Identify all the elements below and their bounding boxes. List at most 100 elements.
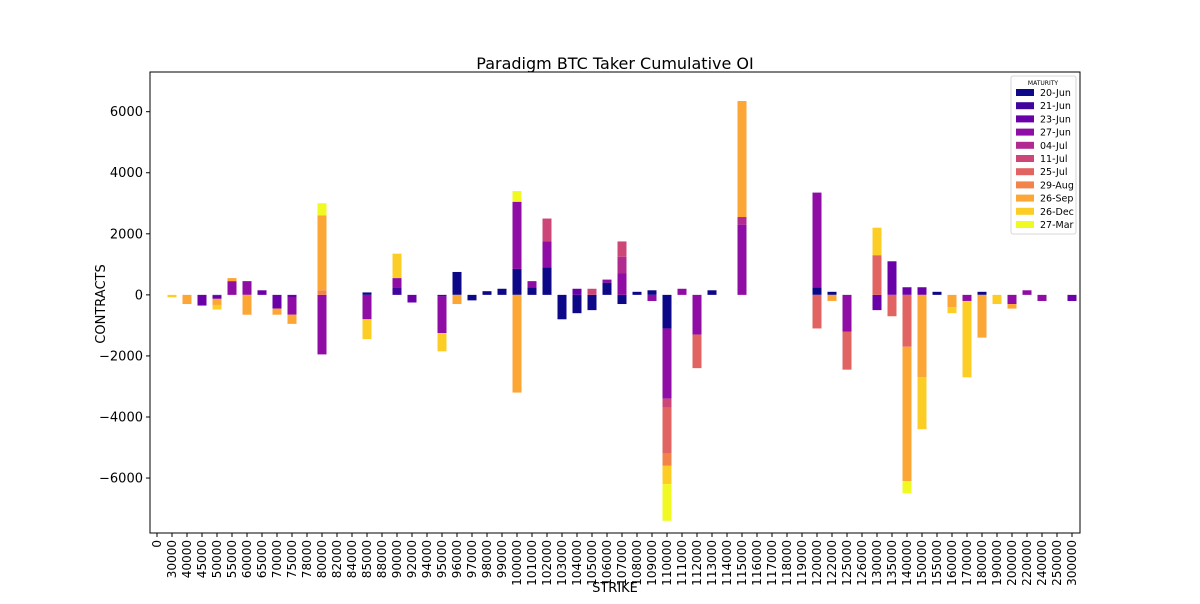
bar-segment: [407, 294, 417, 303]
bar-segment: [992, 294, 1002, 305]
legend-label: 27-Jun: [1040, 128, 1071, 139]
bar-segment: [962, 294, 972, 301]
bar-segment: [842, 331, 852, 370]
y-tick-label: −4000: [99, 410, 143, 425]
legend-label: 23-Jun: [1040, 114, 1071, 125]
bar-segment: [737, 217, 747, 225]
x-tick-label: 50000: [210, 540, 224, 578]
x-tick-label: 92000: [405, 540, 419, 578]
legend-label: 04-Jul: [1040, 141, 1068, 152]
x-tick-label: 112000: [690, 540, 704, 586]
bars-layer: [167, 101, 1077, 521]
bar-segment: [212, 294, 222, 296]
bar-segment: [287, 314, 297, 324]
y-tick-label: 4000: [110, 166, 143, 181]
x-tick-label: 119000: [795, 540, 809, 586]
x-tick-label: 111000: [675, 540, 689, 586]
x-tick-label: 94000: [420, 540, 434, 578]
legend-swatch: [1016, 221, 1034, 228]
bar-segment: [617, 256, 627, 274]
bar-segment: [362, 292, 372, 295]
bar-segment: [812, 192, 822, 288]
bar-segment: [662, 294, 672, 329]
x-tick-label: 88000: [375, 540, 389, 578]
x-tick-label: 102000: [540, 540, 554, 586]
x-tick-label: 122000: [825, 540, 839, 586]
bar-segment: [227, 278, 237, 282]
x-ticks-layer: 0 30000 40000 45000 50000 55000 60000 65000 7000…: [150, 533, 1079, 586]
x-tick-label: 155000: [930, 540, 944, 586]
x-tick-label: 75000: [285, 540, 299, 578]
bar-segment: [512, 201, 522, 269]
x-tick-label: 108000: [630, 540, 644, 586]
bar-segment: [527, 281, 537, 288]
x-tick-label: 240000: [1035, 540, 1049, 586]
x-tick-label: 300000: [1065, 540, 1079, 586]
bar-segment: [617, 241, 627, 257]
x-tick-label: 80000: [315, 540, 329, 578]
bar-segment: [917, 377, 927, 430]
y-axis-label: CONTRACTS: [94, 264, 109, 343]
y-tick-label: 2000: [110, 227, 143, 242]
y-tick-label: −6000: [99, 472, 143, 487]
bar-segment: [947, 294, 957, 308]
legend-swatch: [1016, 128, 1034, 136]
bar-segment: [452, 294, 462, 305]
x-tick-label: 70000: [270, 540, 284, 578]
x-tick-label: 55000: [225, 540, 239, 578]
y-ticks-layer: −6000 −4000 −2000 0 2000 4000 6000: [99, 105, 150, 487]
bar-segment: [572, 288, 582, 295]
x-tick-label: 126000: [855, 540, 869, 586]
x-tick-label: 78000: [300, 540, 314, 578]
bar-segment: [812, 287, 822, 295]
bar-segment: [977, 291, 987, 295]
bar-segment: [512, 191, 522, 202]
legend-swatch: [1016, 115, 1034, 123]
bar-segment: [572, 294, 582, 314]
legend-swatch: [1016, 102, 1034, 110]
bar-segment: [317, 290, 327, 295]
bar-segment: [842, 294, 852, 332]
legend-label: 26-Sep: [1040, 194, 1073, 205]
x-tick-label: 98000: [480, 540, 494, 578]
x-tick-label: 45000: [195, 540, 209, 578]
bar-segment: [887, 261, 897, 295]
x-tick-label: 125000: [840, 540, 854, 586]
bar-segment: [602, 282, 612, 295]
x-tick-label: 115000: [735, 540, 749, 586]
bar-segment: [512, 268, 522, 295]
x-tick-label: 40000: [180, 540, 194, 578]
bar-segment: [872, 227, 882, 256]
bar-segment: [602, 279, 612, 283]
bar-segment: [482, 291, 492, 295]
bar-segment: [527, 287, 537, 295]
bar-segment: [902, 481, 912, 494]
legend-label: 29-Aug: [1040, 180, 1074, 191]
x-tick-label: 105000: [585, 540, 599, 586]
legend-swatch: [1016, 194, 1034, 202]
bar-segment: [542, 241, 552, 268]
bar-segment: [872, 294, 882, 311]
bar-segment: [1037, 294, 1047, 301]
legend-label: 27-Mar: [1040, 220, 1074, 231]
x-tick-label: 97000: [465, 540, 479, 578]
bar-segment: [272, 308, 282, 315]
bar-segment: [497, 288, 507, 295]
legend-label: 26-Dec: [1040, 207, 1074, 218]
bar-segment: [902, 346, 912, 482]
bar-segment: [617, 294, 627, 305]
bar-segment: [467, 294, 477, 301]
x-tick-label: 160000: [945, 540, 959, 586]
bar-segment: [902, 287, 912, 295]
bar-segment: [1007, 304, 1017, 309]
bar-segment: [317, 294, 327, 355]
bar-segment: [167, 294, 177, 298]
x-tick-label: 90000: [390, 540, 404, 578]
bar-segment: [632, 291, 642, 295]
bar-segment: [557, 294, 567, 320]
x-tick-label: 180000: [975, 540, 989, 586]
bar-segment: [227, 281, 237, 295]
bar-segment: [392, 253, 402, 279]
